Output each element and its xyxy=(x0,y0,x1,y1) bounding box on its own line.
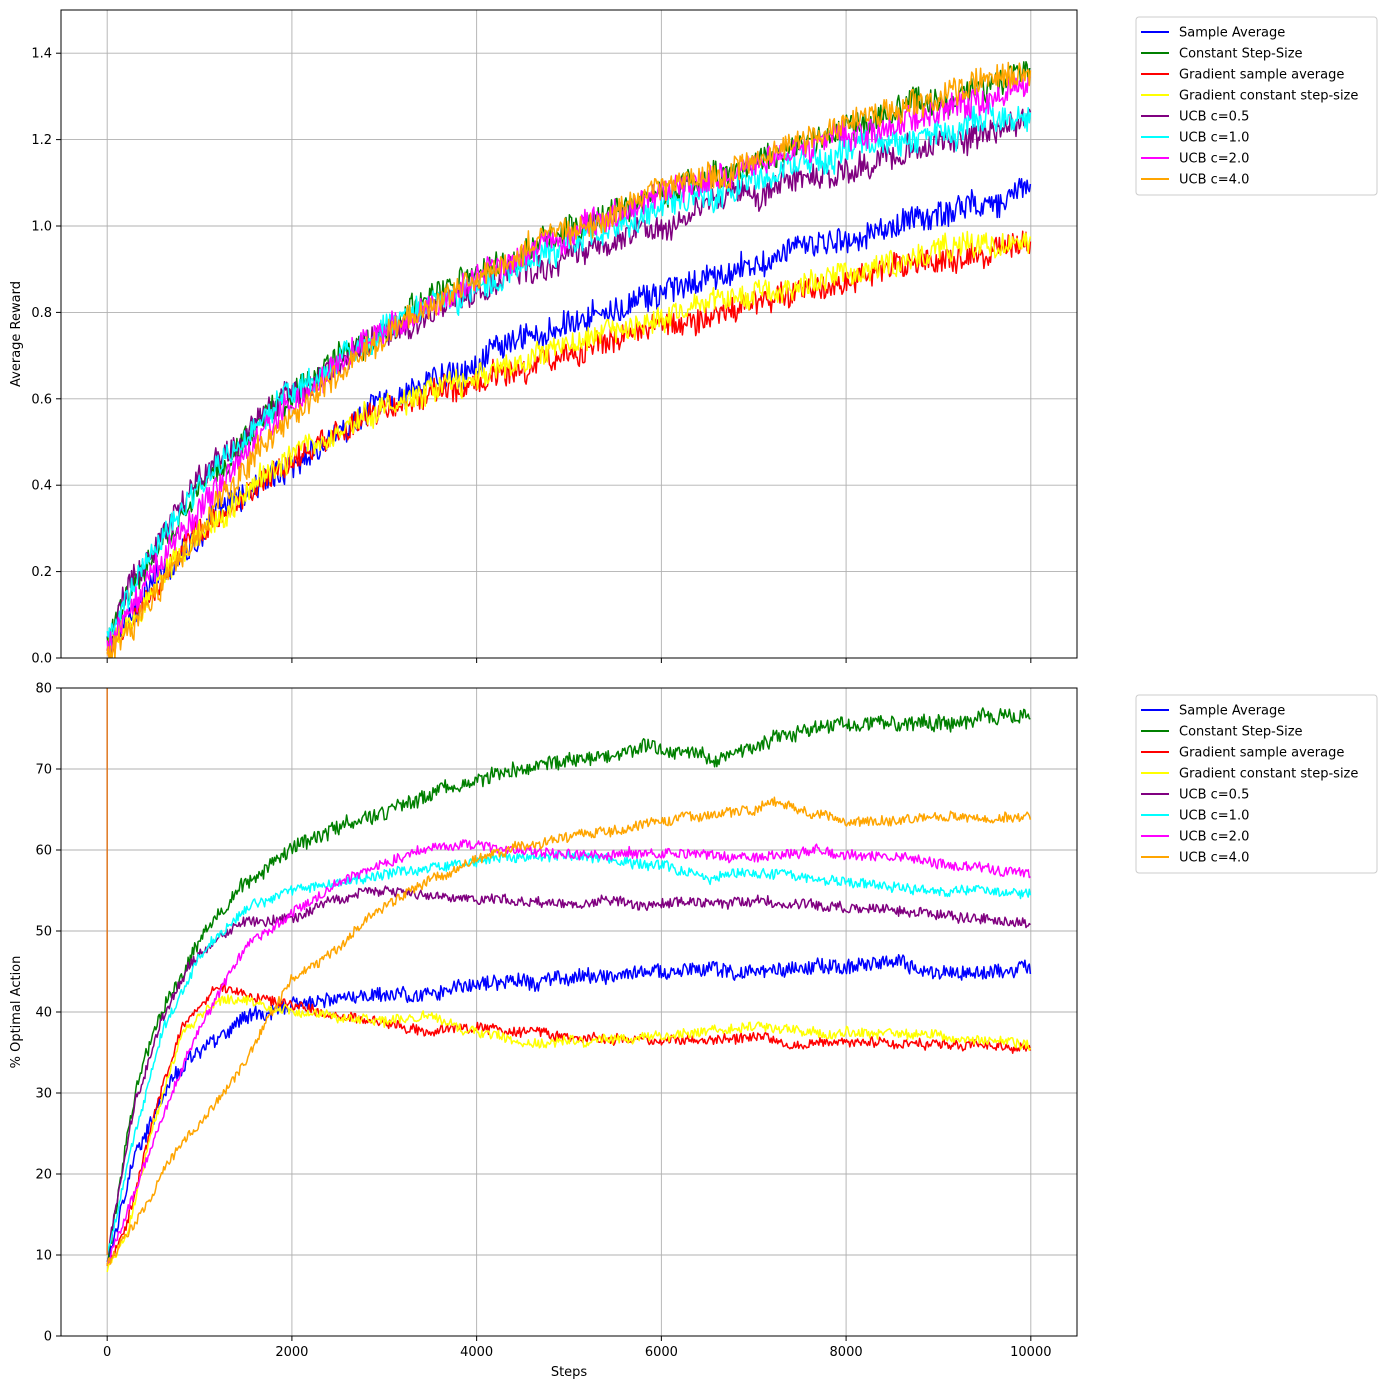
series-line-gradient-constant-step-size xyxy=(106,230,1032,656)
y-axis-label: % Optimal Action xyxy=(9,956,24,1069)
x-tick-label: 0 xyxy=(103,1345,111,1360)
x-tick-label: 10000 xyxy=(1010,1345,1051,1360)
legend-label: UCB c=0.5 xyxy=(1179,110,1249,125)
y-tick-label: 0.8 xyxy=(31,306,52,321)
y-tick-label: 0.0 xyxy=(31,652,52,667)
plot-frame xyxy=(60,9,1078,659)
series-line-sample-average xyxy=(106,953,1032,1265)
y-axis-label: Average Reward xyxy=(9,281,24,387)
legend-box xyxy=(1135,16,1378,196)
legend-label: Gradient sample average xyxy=(1179,68,1344,83)
legend-label: Gradient constant step-size xyxy=(1179,767,1358,782)
series-line-ucb-c-1-0 xyxy=(106,850,1032,1255)
legend-box xyxy=(1135,694,1378,874)
y-tick-label: 10 xyxy=(35,1249,52,1264)
series-line-gradient-sample-average xyxy=(106,983,1032,1267)
legend-label: Sample Average xyxy=(1179,26,1285,41)
y-tick-label: 60 xyxy=(35,844,52,859)
y-tick-label: 40 xyxy=(35,1006,52,1021)
optimal-action-panel: 0 2000 4000 6000 8000 10000 0 10 20 30 40 50 60 70 80%… xyxy=(9,682,1378,1380)
x-tick-label: 6000 xyxy=(645,1345,678,1360)
series-group xyxy=(106,61,1032,658)
legend-label: UCB c=0.5 xyxy=(1179,788,1249,803)
y-tick-label: 80 xyxy=(35,682,52,697)
y-tick-label: 0.4 xyxy=(31,479,52,494)
y-tick-label: 70 xyxy=(35,763,52,778)
legend-label: UCB c=2.0 xyxy=(1179,830,1249,845)
series-group xyxy=(106,688,1032,1273)
y-tick-label: 0.6 xyxy=(31,392,52,407)
x-tick-label: 4000 xyxy=(460,1345,493,1360)
legend: Sample Average Constant Step-Size Gradient… xyxy=(1135,16,1378,196)
y-tick-label: 0.2 xyxy=(31,565,52,580)
y-tick-label: 50 xyxy=(35,925,52,940)
legend-label: Gradient constant step-size xyxy=(1179,89,1358,104)
series-line-ucb-c-0-5 xyxy=(106,885,1031,1254)
legend-label: Sample Average xyxy=(1179,704,1285,719)
legend-label: UCB c=2.0 xyxy=(1179,152,1249,167)
legend-label: UCB c=1.0 xyxy=(1179,131,1249,146)
legend: Sample Average Constant Step-Size Gradient… xyxy=(1135,694,1378,874)
grid xyxy=(61,687,1077,1337)
y-tick-label: 1.4 xyxy=(31,47,52,62)
x-tick-label: 2000 xyxy=(275,1345,308,1360)
y-tick-label: 30 xyxy=(35,1087,52,1102)
series-line-ucb-c-4-0 xyxy=(106,796,1032,1266)
legend-label: Constant Step-Size xyxy=(1179,725,1303,740)
x-axis-label: Steps xyxy=(551,1365,588,1380)
x-tick-label: 8000 xyxy=(830,1345,863,1360)
series-line-ucb-c-2-0 xyxy=(106,839,1031,1265)
average-reward-panel: 0.0 0.2 0.4 0.6 0.8 1.0 1.2 1.4 Average Reward Sa… xyxy=(9,9,1378,667)
y-tick-label: 0 xyxy=(44,1330,52,1345)
legend-label: Gradient sample average xyxy=(1179,746,1344,761)
legend-label: UCB c=4.0 xyxy=(1179,173,1249,188)
y-tick-label: 1.0 xyxy=(31,220,52,235)
series-line-constant-step-size xyxy=(106,707,1031,1265)
y-tick-label: 20 xyxy=(35,1168,52,1183)
legend-label: Constant Step-Size xyxy=(1179,47,1303,62)
legend-label: UCB c=4.0 xyxy=(1179,851,1249,866)
y-tick-label: 1.2 xyxy=(31,133,52,148)
series-line-ucb-c-4-0 xyxy=(106,61,1032,658)
series-line-ucb-c-0-5 xyxy=(106,108,1032,656)
legend-label: UCB c=1.0 xyxy=(1179,809,1249,824)
series-line-gradient-constant-step-size xyxy=(106,994,1032,1273)
series-line-ucb-c-1-0 xyxy=(106,102,1032,649)
